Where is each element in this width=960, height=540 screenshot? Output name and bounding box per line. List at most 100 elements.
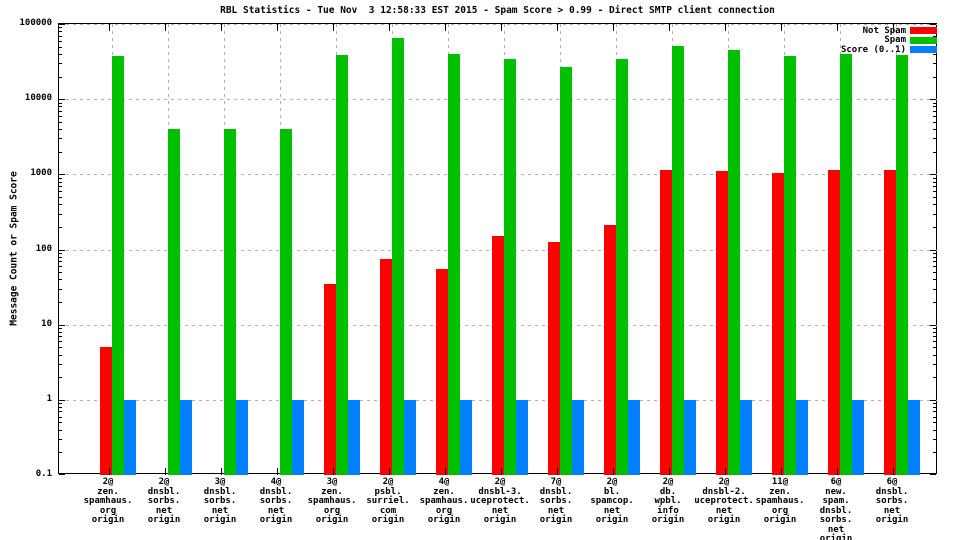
y-tick-mark	[59, 106, 62, 108]
y-tick-mark	[59, 129, 62, 131]
y-tick-label: 1000	[30, 168, 52, 179]
y-tick-mark	[59, 272, 62, 274]
y-tick-mark	[59, 403, 62, 405]
y-tick-mark	[59, 347, 62, 349]
bar-not-spam	[100, 347, 112, 475]
y-tick-mark	[930, 249, 936, 251]
y-tick-mark	[59, 363, 62, 365]
plot-frame	[58, 23, 938, 475]
y-tick-mark	[933, 407, 936, 409]
x-tick-label: 2@ dnsbl. sorbs. net origin	[147, 477, 181, 525]
y-tick-mark	[59, 151, 62, 153]
y-tick-mark	[59, 185, 62, 187]
y-tick-mark	[59, 102, 62, 104]
bar-spam	[840, 53, 852, 475]
bar-score-0-1-	[348, 399, 360, 475]
y-tick-mark	[933, 302, 936, 304]
y-tick-mark	[59, 422, 62, 424]
bar-score-0-1-	[852, 399, 864, 475]
x-tick-mark	[669, 468, 670, 475]
x-tick-mark	[781, 468, 782, 475]
legend-label: Score (0..1)	[840, 44, 906, 55]
x-tick-mark	[277, 468, 278, 475]
bar-spam	[784, 56, 796, 475]
x-tick-mark	[725, 468, 726, 475]
y-tick-mark	[59, 279, 62, 281]
y-tick-label: 0.1	[35, 469, 52, 479]
y-tick-mark	[933, 279, 936, 281]
bar-score-0-1-	[572, 399, 584, 475]
y-tick-mark	[59, 407, 62, 409]
y-tick-mark	[59, 452, 62, 454]
bar-score-0-1-	[460, 399, 472, 475]
legend-label: Spam	[884, 35, 906, 46]
x-tick-mark	[165, 468, 166, 475]
bar-score-0-1-	[908, 399, 920, 475]
y-tick-mark	[930, 399, 936, 401]
y-tick-mark	[930, 474, 936, 475]
legend-label: Not Spam	[862, 25, 906, 36]
x-tick-label: 2@ psbl. surriel. com origin	[366, 477, 410, 525]
x-tick-label: 6@ new. spam. dnsbl. sorbs. net origin	[819, 477, 853, 540]
y-tick-mark	[59, 115, 62, 117]
y-tick-mark	[933, 102, 936, 104]
y-tick-label: 1	[46, 393, 52, 404]
x-tick-label: 3@ zen. spamhaus. org origin	[307, 477, 357, 525]
x-tick-mark	[445, 24, 446, 31]
x-tick-mark	[501, 24, 502, 31]
y-tick-mark	[59, 249, 65, 251]
legend: Not Spam Spam Score (0..1)	[841, 26, 937, 55]
y-tick-mark	[933, 252, 936, 254]
legend-swatch	[910, 36, 937, 44]
x-tick-label: 7@ dnsbl. sorbs. net origin	[539, 477, 573, 525]
y-tick-mark	[59, 204, 62, 206]
y-tick-mark	[59, 226, 62, 228]
y-tick-mark	[933, 110, 936, 112]
bar-not-spam	[772, 172, 784, 475]
y-tick-mark	[59, 53, 62, 55]
x-tick-mark	[893, 468, 894, 475]
y-tick-mark	[933, 185, 936, 187]
y-tick-mark	[59, 288, 62, 290]
bar-spam	[280, 129, 292, 475]
grid-line-horizontal	[59, 99, 938, 101]
y-tick-mark	[933, 63, 936, 65]
y-tick-mark	[933, 429, 936, 431]
bar-spam	[224, 129, 236, 475]
bar-not-spam	[716, 171, 728, 475]
y-tick-mark	[933, 331, 936, 333]
y-tick-mark	[59, 138, 62, 140]
x-tick-label: 2@ dnsbl-3. uceprotect. net origin	[470, 477, 530, 525]
x-tick-mark	[165, 24, 166, 31]
x-tick-mark	[445, 468, 446, 475]
bar-score-0-1-	[628, 399, 640, 475]
y-tick-mark	[933, 272, 936, 274]
y-tick-mark	[59, 76, 62, 78]
y-tick-mark	[930, 174, 936, 176]
bar-spam	[392, 38, 404, 475]
y-tick-mark	[933, 347, 936, 349]
y-tick-mark	[933, 213, 936, 215]
y-tick-mark	[59, 377, 62, 379]
y-tick-mark	[933, 377, 936, 379]
y-tick-mark	[59, 196, 62, 198]
x-tick-mark	[557, 24, 558, 31]
bar-score-0-1-	[516, 399, 528, 475]
y-tick-mark	[59, 181, 62, 183]
y-tick-mark	[59, 63, 62, 65]
x-tick-mark	[109, 468, 110, 475]
x-tick-mark	[613, 24, 614, 31]
y-tick-mark	[933, 452, 936, 454]
bar-spam	[896, 54, 908, 475]
y-tick-mark	[933, 439, 936, 441]
bar-not-spam	[828, 169, 840, 475]
y-tick-mark	[59, 261, 62, 263]
y-tick-label: 10000	[24, 93, 52, 104]
y-tick-mark	[930, 24, 936, 25]
y-tick-mark	[59, 336, 62, 338]
y-tick-mark	[59, 35, 62, 37]
x-tick-label: 3@ dnsbl. sorbs. net origin	[203, 477, 237, 525]
y-tick-mark	[933, 266, 936, 268]
y-tick-mark	[59, 416, 62, 418]
